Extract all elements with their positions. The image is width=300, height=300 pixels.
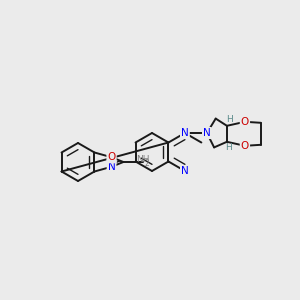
Text: NH: NH <box>136 154 150 164</box>
Text: O: O <box>107 152 116 162</box>
Text: N: N <box>203 128 211 138</box>
Text: 2: 2 <box>145 160 150 169</box>
Text: N: N <box>181 166 189 176</box>
Text: N: N <box>108 162 116 172</box>
Text: O: O <box>241 117 249 127</box>
Text: O: O <box>241 141 249 151</box>
Text: H: H <box>226 143 232 152</box>
Text: H: H <box>226 115 233 124</box>
Text: N: N <box>181 128 189 138</box>
